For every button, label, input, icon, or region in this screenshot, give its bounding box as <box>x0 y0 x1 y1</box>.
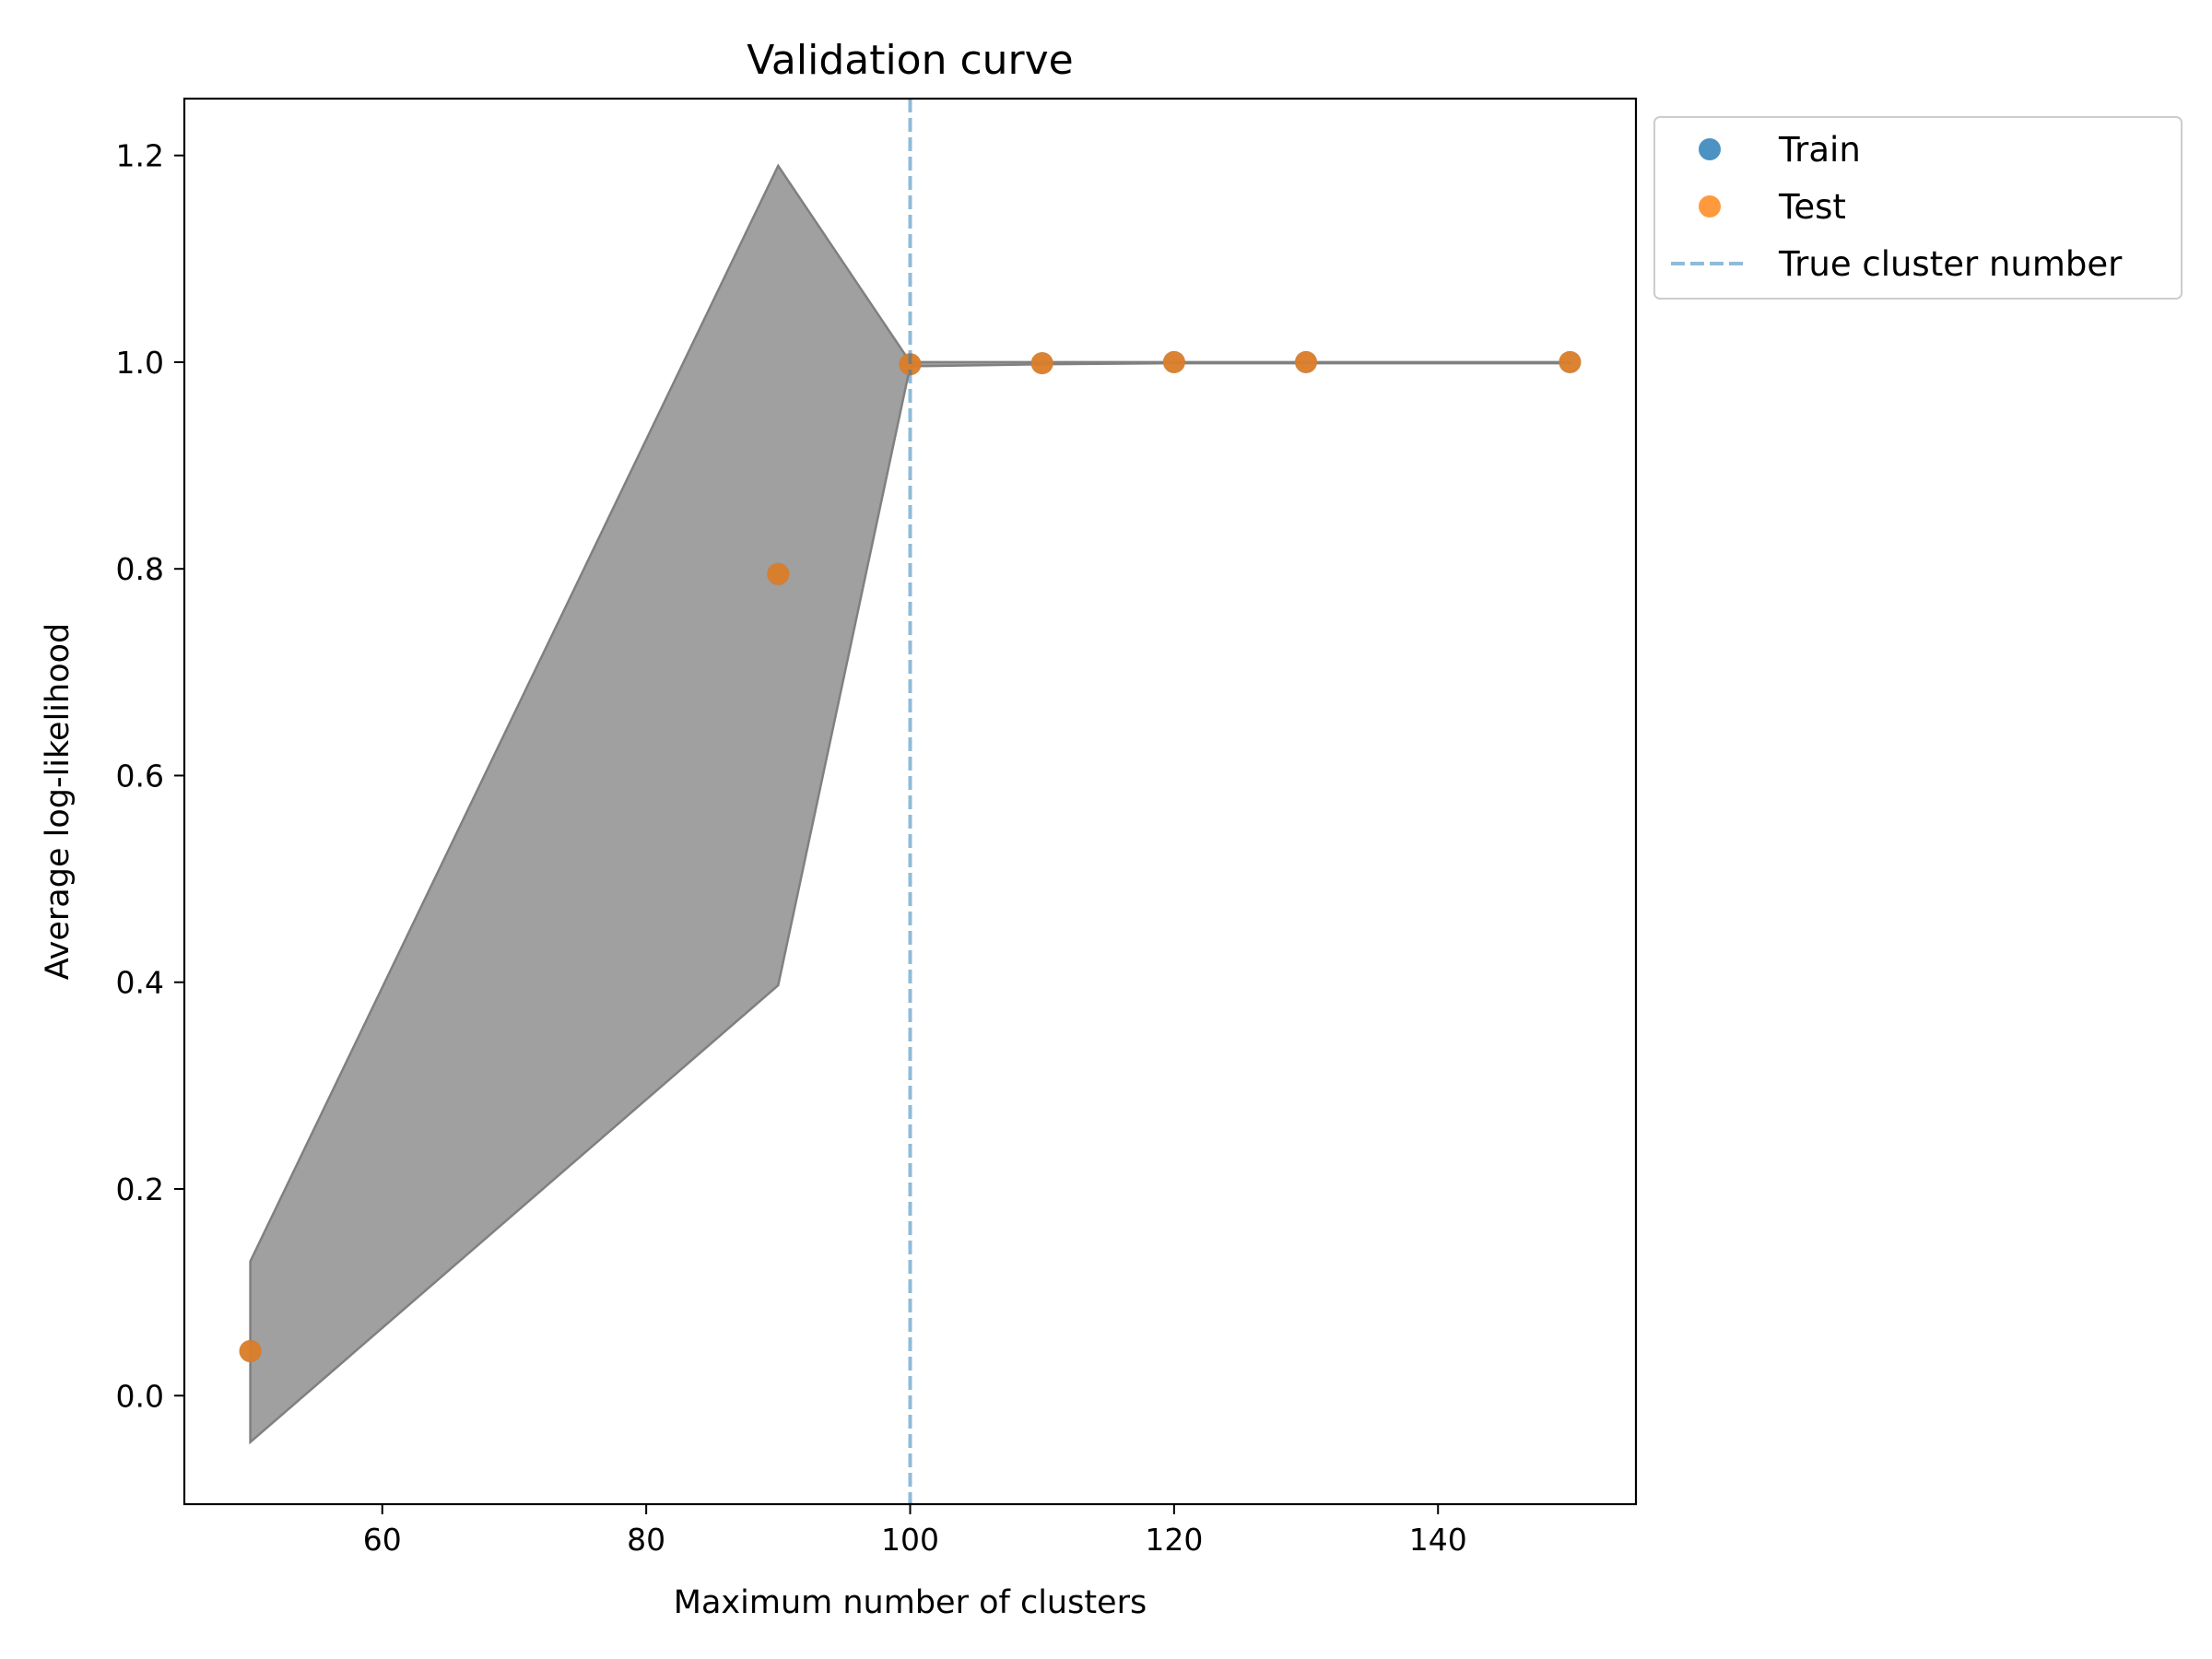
legend-label-train: Train <box>1778 130 1861 170</box>
x-tick-label-140: 140 <box>1409 1522 1467 1558</box>
x-tick-label-80: 80 <box>627 1522 665 1558</box>
plot-area: 60 80 100 120 140 0.0 0.2 0.4 0.6 0.8 1.0 1.2 <box>116 97 1638 1558</box>
x-tick-label-100: 100 <box>881 1522 939 1558</box>
x-tick-label-120: 120 <box>1145 1522 1203 1558</box>
y-tick-label-0.8: 0.8 <box>116 551 164 587</box>
y-tick-label-1.2: 1.2 <box>116 138 164 174</box>
point-test-150 <box>1559 350 1582 373</box>
y-axis-label: Average log-likelihood <box>40 623 76 981</box>
y-tick-label-0.0: 0.0 <box>116 1378 164 1414</box>
point-test-130 <box>1295 350 1317 373</box>
x-tick-label-60: 60 <box>363 1522 402 1558</box>
x-axis-label: Maximum number of clusters <box>674 1584 1147 1621</box>
series-test <box>239 350 1582 1362</box>
legend-label-test: Test <box>1778 187 1846 227</box>
y-tick-label-0.6: 0.6 <box>116 758 164 794</box>
point-test-120 <box>1162 350 1185 373</box>
point-test-110 <box>1030 352 1053 375</box>
y-tick-label-1.0: 1.0 <box>116 345 164 381</box>
legend-marker-train <box>1699 138 1721 160</box>
legend-label-true-cluster-number: True cluster number <box>1778 244 2123 284</box>
legend-box <box>1653 116 2183 300</box>
y-tick-label-0.4: 0.4 <box>116 965 164 1001</box>
y-tick-label-0.2: 0.2 <box>116 1171 164 1207</box>
point-test-50 <box>239 1340 262 1362</box>
point-test-100 <box>899 353 922 376</box>
point-test-90 <box>767 562 790 585</box>
chart-title: Validation curve <box>747 37 1074 84</box>
legend: Train Test True cluster number <box>1653 116 2183 300</box>
legend-marker-test <box>1699 195 1721 218</box>
